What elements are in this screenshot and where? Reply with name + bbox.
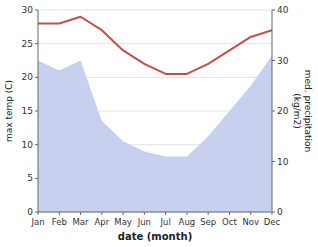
x-tick-label: Aug — [179, 217, 196, 227]
temperature-line — [38, 17, 272, 74]
y2-tick-label: 20 — [277, 106, 289, 116]
x-tick-label: Oct — [222, 217, 237, 227]
x-tick-label: Nov — [242, 217, 259, 227]
grid-line — [38, 43, 272, 44]
y2-axis-label-line: med. precipitation — [303, 70, 313, 152]
x-axis-label: date (month) — [118, 231, 192, 242]
y2-tick-label: 30 — [277, 56, 289, 66]
x-tick — [59, 212, 60, 215]
y2-tick-label: 10 — [277, 157, 289, 167]
x-tick-label: May — [114, 217, 132, 227]
plot-area — [38, 17, 272, 212]
y2-tick-label: 0 — [277, 207, 283, 217]
y2-tick — [272, 10, 275, 11]
x-tick-label: Feb — [52, 217, 67, 227]
y-tick-label: 5 — [27, 173, 33, 183]
x-tick-label: Apr — [94, 217, 109, 227]
chart-container: 0 5 10 15 20 25 30 0 10 20 30 40 Jan Feb Mar Apr May Jun J… — [0, 0, 318, 247]
y-tick-label: 30 — [22, 5, 34, 15]
x-tick-label: Jan — [30, 217, 44, 227]
y-tick-label: 20 — [22, 72, 34, 82]
grid-line — [38, 212, 272, 213]
x-tick-label: Jun — [137, 217, 151, 227]
x-tick — [250, 212, 251, 215]
y2-tick-label: 40 — [277, 5, 289, 15]
x-tick — [208, 212, 209, 215]
y-tick — [35, 77, 38, 78]
axes: 0 5 10 15 20 25 30 0 10 20 30 40 Jan Feb Mar Apr May Jun J… — [22, 5, 289, 227]
x-tick-label: Jul — [160, 217, 171, 227]
y-tick-label: 25 — [22, 39, 33, 49]
y-tick — [35, 111, 38, 112]
x-tick-label: Sep — [200, 217, 216, 227]
chart-svg: 0 5 10 15 20 25 30 0 10 20 30 40 Jan Feb Mar Apr May Jun J… — [0, 0, 318, 247]
x-tick — [186, 212, 187, 215]
x-tick — [101, 212, 102, 215]
x-tick — [144, 212, 145, 215]
grid-line — [38, 10, 272, 11]
x-tick-label: Dec — [264, 217, 281, 227]
y-axis-label: max temp (C) — [4, 80, 14, 142]
y-tick-label: 15 — [22, 106, 33, 116]
x-tick — [38, 212, 39, 215]
x-tick — [229, 212, 230, 215]
x-axis-line — [38, 212, 272, 213]
x-tick — [123, 212, 124, 215]
y-tick — [35, 178, 38, 179]
y2-tick — [272, 60, 275, 61]
x-tick — [165, 212, 166, 215]
y2-axis-label-line: (kg/m2) — [292, 93, 302, 128]
y2-tick — [272, 111, 275, 112]
y2-axis-label: med. precipitation(kg/m2) — [292, 70, 313, 152]
y-tick-label: 0 — [27, 207, 33, 217]
y-tick-label: 10 — [22, 140, 34, 150]
y2-tick — [272, 161, 275, 162]
precipitation-area — [38, 55, 272, 212]
x-tick — [80, 212, 81, 215]
y-tick — [35, 144, 38, 145]
y-tick — [35, 10, 38, 11]
grid — [38, 10, 272, 212]
x-tick-label: Mar — [73, 217, 90, 227]
y-tick — [35, 43, 38, 44]
x-tick — [272, 212, 273, 215]
